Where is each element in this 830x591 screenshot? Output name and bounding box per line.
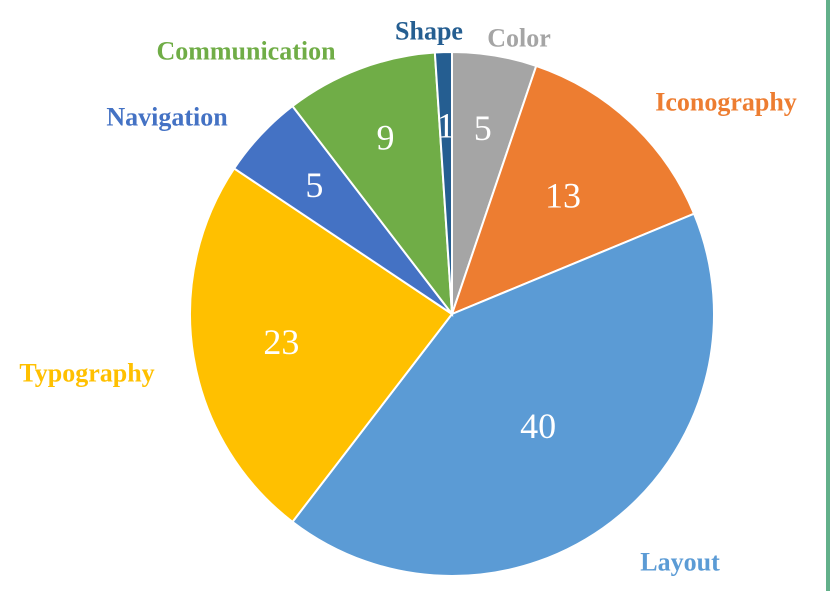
category-label-shape: Shape [395, 17, 463, 46]
category-label-iconography: Iconography [655, 88, 797, 117]
frame-border [826, 0, 830, 591]
pie-slices [189, 50, 715, 577]
value-label-layout: 40 [520, 406, 556, 446]
pie-category-labels: Color Iconography Layout Typography Navigati… [19, 17, 796, 577]
pie-value-labels: 5 13 40 23 5 9 1 [263, 105, 581, 446]
pie-slice-communication [291, 51, 454, 318]
category-label-layout: Layout [640, 548, 720, 577]
category-label-typography: Typography [19, 359, 154, 388]
pie-slice-layout [291, 212, 715, 577]
value-label-communication: 9 [377, 117, 395, 157]
value-label-navigation: 5 [305, 165, 323, 205]
category-label-color: Color [487, 24, 551, 53]
pie-slice-shape [433, 50, 453, 315]
category-label-navigation: Navigation [106, 103, 228, 132]
value-label-shape: 1 [437, 105, 455, 145]
value-label-color: 5 [474, 108, 492, 148]
value-label-iconography: 13 [545, 175, 581, 215]
value-label-typography: 23 [263, 322, 299, 362]
pie-slice-iconography [450, 64, 696, 316]
category-label-communication: Communication [156, 37, 336, 66]
pie-slice-typography [189, 167, 454, 524]
